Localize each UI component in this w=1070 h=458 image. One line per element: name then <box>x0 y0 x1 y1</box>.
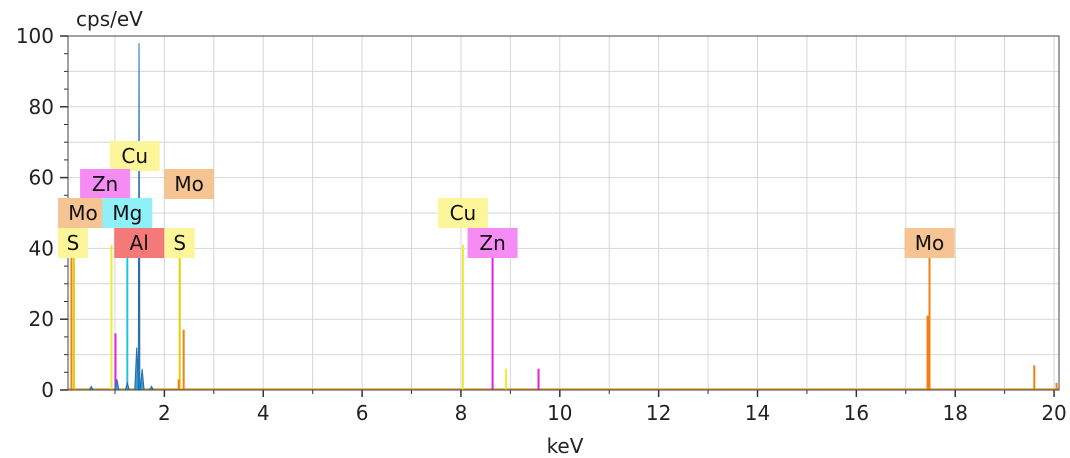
peak-tag-al: Al <box>114 228 165 258</box>
peak-tag-label: Mo <box>68 201 98 225</box>
axis-ticks: 2 4 6 8 10 12 14 16 18 20 0 20 40 60 80 100 <box>16 24 1067 425</box>
peak-tag-label: S <box>173 231 186 255</box>
peak-tag-cu: Cu <box>109 141 160 171</box>
x-tick-label: 8 <box>455 401 468 425</box>
peak-tag-box <box>80 169 131 199</box>
x-tick-label: 20 <box>1041 401 1066 425</box>
peak-tag-box <box>437 198 488 228</box>
peak-tag-label: Zn <box>479 231 505 255</box>
peak-tag-box <box>58 228 88 258</box>
y-axis-title: cps/eV <box>76 7 143 31</box>
peak-tag-box <box>467 228 518 258</box>
peak-tag-mo: Mo <box>904 228 955 258</box>
peak-tag-box <box>58 198 108 228</box>
y-tick-label: 20 <box>29 307 54 331</box>
peak-tag-label: Mg <box>112 201 142 225</box>
y-tick-label: 100 <box>16 24 54 48</box>
peak-tag-label: Zn <box>92 172 118 196</box>
peak-tag-box <box>164 169 215 199</box>
measured-spectrum <box>86 43 157 390</box>
peak-tag-mo: Mo <box>164 169 215 199</box>
peak-tag-label: Cu <box>121 144 148 168</box>
peak-tag-box <box>109 141 160 171</box>
peak-tag-cu: Cu <box>437 198 488 228</box>
peak-tag-box <box>102 198 153 228</box>
peak-tag-label: Cu <box>450 201 477 225</box>
x-tick-label: 16 <box>844 401 869 425</box>
x-tick-label: 2 <box>158 401 171 425</box>
peak-tag-box <box>114 228 165 258</box>
x-tick-label: 4 <box>257 401 270 425</box>
peak-tag-label: Mo <box>174 172 204 196</box>
y-tick-label: 80 <box>29 95 54 119</box>
peak-tag-label: Mo <box>915 231 945 255</box>
spectrum-series <box>68 43 1059 390</box>
peak-tag-label: Al <box>130 231 149 255</box>
peak-tag-mg: Mg <box>102 198 153 228</box>
peak-tag-box <box>904 228 955 258</box>
peak-tag-box <box>164 228 195 258</box>
x-axis-title: keV <box>547 434 584 458</box>
peak-tag-mo: Mo <box>58 198 108 228</box>
y-tick-label: 40 <box>29 236 54 260</box>
peak-tag-s: S <box>58 228 88 258</box>
x-tick-label: 6 <box>356 401 369 425</box>
x-tick-label: 18 <box>942 401 967 425</box>
x-tick-label: 12 <box>646 401 671 425</box>
gridlines <box>68 36 1059 390</box>
peak-tag-zn: Zn <box>80 169 131 199</box>
peak-tag-s: S <box>164 228 195 258</box>
peak-tag-zn: Zn <box>467 228 518 258</box>
x-tick-label: 10 <box>547 401 572 425</box>
x-tick-label: 14 <box>745 401 770 425</box>
peak-tag-label: S <box>67 231 80 255</box>
y-tick-label: 60 <box>29 166 54 190</box>
y-tick-label: 0 <box>41 378 54 402</box>
